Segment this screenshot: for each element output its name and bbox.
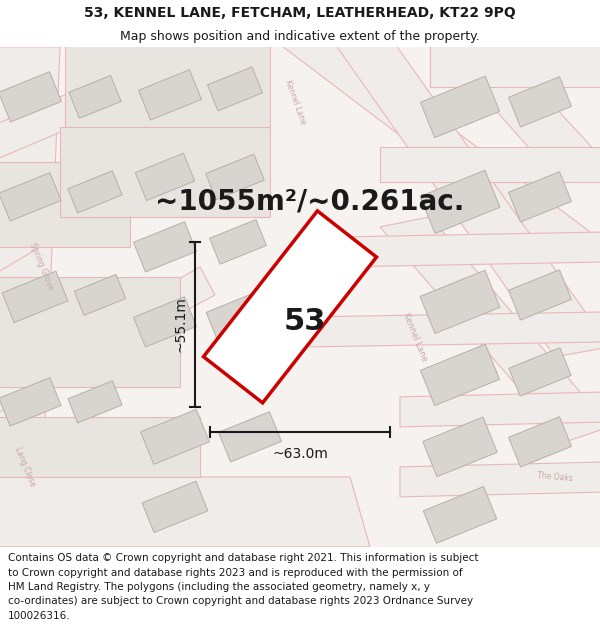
Polygon shape [420,170,500,234]
Polygon shape [0,127,195,277]
Polygon shape [420,270,500,334]
Text: The Oaks: The Oaks [537,471,573,483]
Polygon shape [310,312,600,347]
Polygon shape [206,154,265,199]
Text: HM Land Registry. The polygons (including the associated geometry, namely x, y: HM Land Registry. The polygons (includin… [8,582,430,592]
Text: Kennel Lane: Kennel Lane [283,78,307,126]
Polygon shape [380,217,600,442]
Polygon shape [509,172,571,222]
Text: co-ordinates) are subject to Crown copyright and database rights 2023 Ordnance S: co-ordinates) are subject to Crown copyr… [8,596,473,606]
Polygon shape [135,153,195,201]
Polygon shape [0,477,370,547]
Text: ~1055m²/~0.261ac.: ~1055m²/~0.261ac. [155,188,464,216]
Polygon shape [400,392,600,427]
Text: to Crown copyright and database rights 2023 and is reproduced with the permissio: to Crown copyright and database rights 2… [8,568,463,578]
Polygon shape [218,412,281,462]
Polygon shape [430,37,600,177]
Text: 53: 53 [284,308,326,336]
Polygon shape [2,271,68,322]
Polygon shape [0,162,130,247]
Polygon shape [0,267,215,417]
Polygon shape [206,294,264,340]
Polygon shape [330,37,600,357]
Text: ~55.1m: ~55.1m [173,296,187,352]
Polygon shape [509,348,571,396]
Polygon shape [134,222,196,272]
Polygon shape [65,37,270,127]
Text: 53, KENNEL LANE, FETCHAM, LEATHERHEAD, KT22 9PQ: 53, KENNEL LANE, FETCHAM, LEATHERHEAD, K… [84,6,516,20]
Text: 100026316.: 100026316. [8,611,70,621]
Polygon shape [142,481,208,532]
Polygon shape [0,173,61,221]
Polygon shape [74,274,126,316]
Polygon shape [140,409,209,464]
Polygon shape [430,37,600,87]
Polygon shape [0,47,60,547]
Text: Kennel Lane: Kennel Lane [401,311,429,362]
Polygon shape [208,67,262,111]
Polygon shape [400,462,600,497]
Text: Map shows position and indicative extent of the property.: Map shows position and indicative extent… [120,30,480,43]
Polygon shape [424,486,497,543]
Polygon shape [509,417,571,467]
Text: Lang Close: Lang Close [13,446,37,488]
Polygon shape [134,297,196,347]
Polygon shape [423,417,497,477]
Polygon shape [0,378,61,426]
Polygon shape [60,127,270,217]
Polygon shape [0,277,180,387]
Polygon shape [69,76,121,118]
Text: ~63.0m: ~63.0m [272,447,328,461]
Polygon shape [509,77,571,127]
Polygon shape [380,147,600,182]
Polygon shape [421,344,500,406]
Polygon shape [203,211,376,403]
Polygon shape [270,37,600,257]
Polygon shape [0,417,200,477]
Polygon shape [139,70,202,120]
Polygon shape [0,37,215,162]
Text: Contains OS data © Crown copyright and database right 2021. This information is : Contains OS data © Crown copyright and d… [8,553,478,563]
Polygon shape [0,72,61,122]
Polygon shape [68,171,122,213]
Polygon shape [68,381,122,423]
Text: Spring Grove: Spring Grove [28,242,56,292]
Polygon shape [509,270,571,320]
Polygon shape [421,76,500,138]
Polygon shape [209,219,266,264]
Polygon shape [345,232,600,267]
